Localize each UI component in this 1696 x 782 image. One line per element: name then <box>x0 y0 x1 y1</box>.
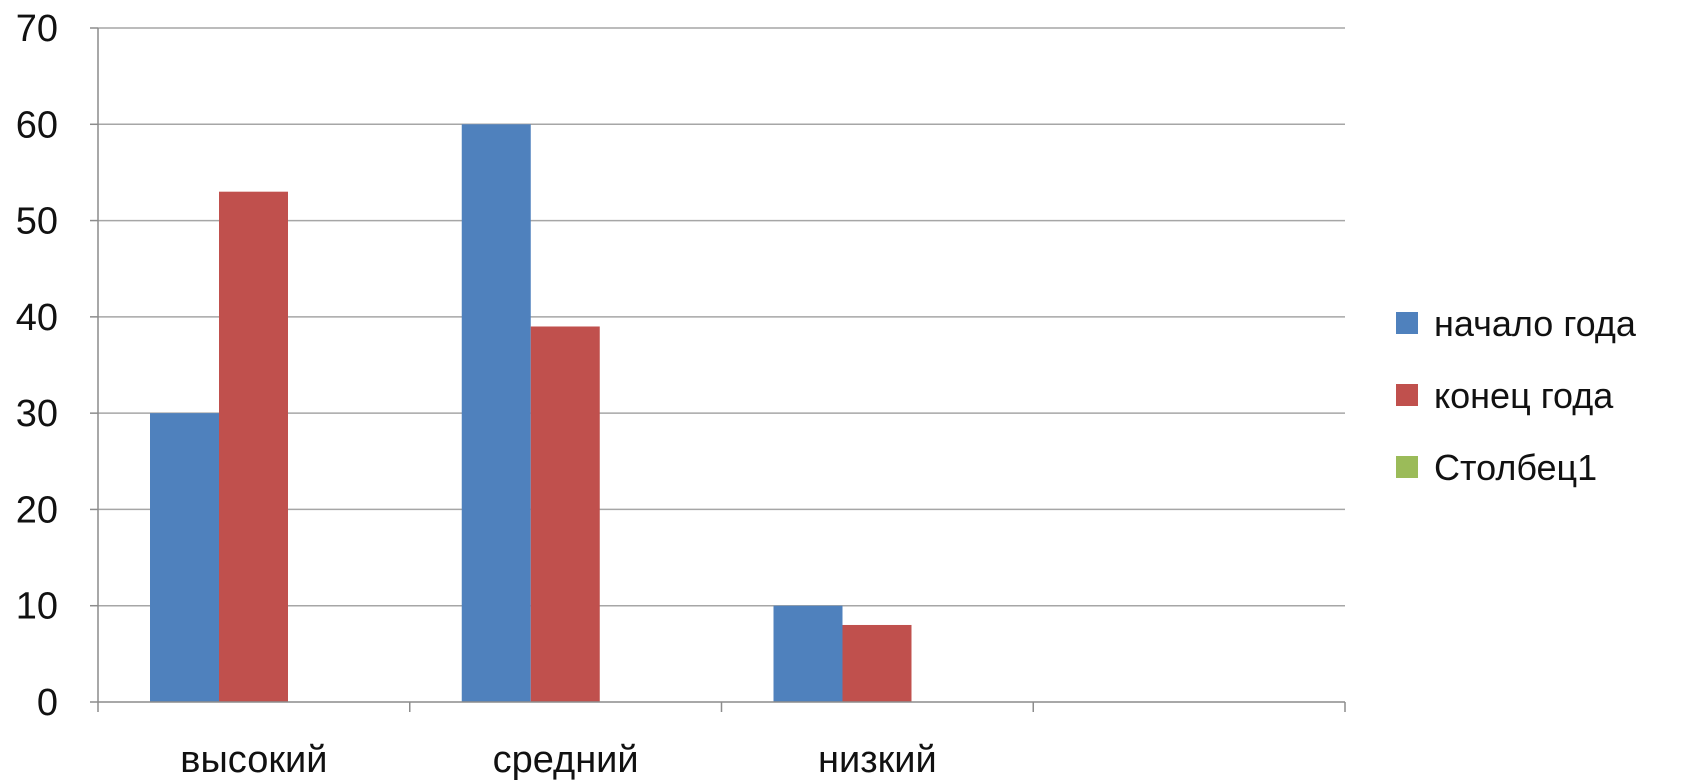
gridlines <box>98 27 1345 607</box>
legend-label: Столбец1 <box>1434 447 1597 488</box>
y-tick-label: 30 <box>16 393 58 435</box>
legend-swatch <box>1396 456 1418 478</box>
x-tick-label: средний <box>493 739 639 781</box>
legend-label: конец года <box>1434 375 1614 416</box>
x-tick-labels: высокий средний низкий <box>180 739 936 781</box>
axes <box>90 27 1346 712</box>
bar-start-of-year-0 <box>150 413 219 702</box>
legend-label: начало года <box>1434 303 1637 344</box>
y-tick-label: 10 <box>16 586 58 628</box>
bars <box>150 124 912 703</box>
y-tick-labels: 0 10 20 30 40 50 60 70 <box>16 8 58 724</box>
bar-end-of-year-0 <box>219 191 288 702</box>
x-tick-label: высокий <box>180 739 327 781</box>
legend-swatch <box>1396 312 1418 334</box>
bar-start-of-year-1 <box>461 124 531 703</box>
bar-end-of-year-2 <box>842 624 912 702</box>
y-tick-label: 70 <box>16 8 58 50</box>
y-tick-label: 50 <box>16 201 58 243</box>
bar-start-of-year-2 <box>773 605 843 702</box>
legend-swatch <box>1396 384 1418 406</box>
y-tick-label: 0 <box>37 682 58 724</box>
x-tick-label: низкий <box>818 739 937 781</box>
bar-end-of-year-1 <box>530 326 600 702</box>
y-tick-label: 40 <box>16 297 58 339</box>
y-tick-label: 20 <box>16 489 58 531</box>
y-tick-label: 60 <box>16 104 58 146</box>
legend: начало года конец года Столбец1 <box>1396 303 1637 488</box>
